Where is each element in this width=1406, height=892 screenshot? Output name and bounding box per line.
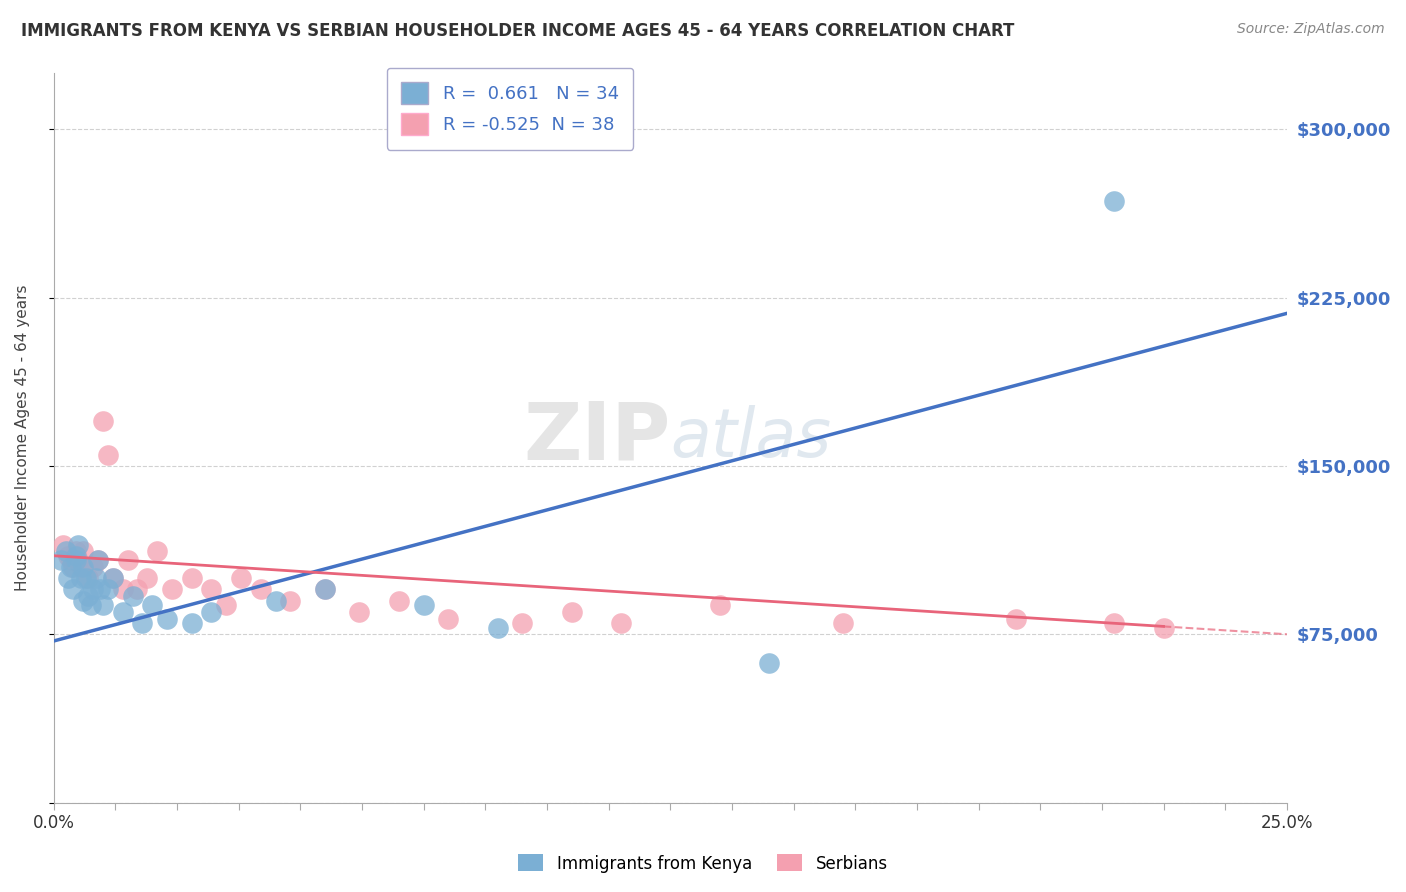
Point (91, 598, 114, 612)
Point (160, 582, 183, 597)
Point (72, 560, 94, 574)
Point (75, 571, 97, 585)
Point (412, 598, 434, 612)
Point (69, 560, 91, 574)
Text: IMMIGRANTS FROM KENYA VS SERBIAN HOUSEHOLDER INCOME AGES 45 - 64 YEARS CORRELATI: IMMIGRANTS FROM KENYA VS SERBIAN HOUSEHO… (21, 22, 1015, 40)
Point (52, 537, 75, 551)
Point (215, 598, 238, 612)
Point (314, 582, 336, 597)
Point (79, 598, 101, 612)
Point (229, 571, 252, 585)
Point (91, 414, 114, 428)
Point (1102, 194, 1125, 209)
Y-axis label: Householder Income Ages 45 - 64 years: Householder Income Ages 45 - 64 years (15, 285, 30, 591)
Point (510, 615, 533, 630)
Point (58, 571, 80, 585)
Text: ZIP: ZIP (523, 399, 671, 477)
Point (65, 553, 87, 567)
Point (1004, 611, 1026, 625)
Point (180, 571, 202, 585)
Point (141, 598, 163, 612)
Point (758, 657, 780, 671)
Point (69, 571, 91, 585)
Point (117, 553, 139, 567)
Point (349, 605, 371, 619)
Point (280, 593, 302, 607)
Point (136, 571, 159, 585)
Point (561, 605, 583, 619)
Point (87, 553, 110, 567)
Point (264, 593, 287, 607)
Point (72, 593, 94, 607)
Point (101, 571, 124, 585)
Point (486, 621, 509, 635)
Point (180, 615, 202, 630)
Point (101, 571, 124, 585)
Point (49, 553, 72, 567)
Point (65, 544, 87, 558)
Point (200, 582, 222, 597)
Point (84, 571, 107, 585)
Point (314, 582, 336, 597)
Point (97, 448, 120, 462)
Point (67, 537, 90, 551)
Point (77, 571, 100, 585)
Point (146, 544, 169, 558)
Point (65, 549, 87, 563)
Point (1102, 615, 1125, 630)
Point (72, 544, 94, 558)
Point (156, 611, 179, 625)
Point (200, 605, 222, 619)
Legend: R =  0.661   N = 34, R = -0.525  N = 38: R = 0.661 N = 34, R = -0.525 N = 38 (387, 68, 633, 150)
Point (111, 605, 134, 619)
Point (249, 582, 271, 597)
Point (58, 549, 80, 563)
Point (709, 598, 731, 612)
Point (121, 589, 143, 603)
Point (87, 553, 110, 567)
Point (388, 593, 411, 607)
Point (437, 611, 460, 625)
Point (59, 553, 82, 567)
Point (131, 615, 153, 630)
Point (67, 553, 90, 567)
Point (832, 615, 855, 630)
Point (62, 560, 84, 574)
Legend: Immigrants from Kenya, Serbians: Immigrants from Kenya, Serbians (512, 847, 894, 880)
Point (82, 560, 104, 574)
Point (97, 582, 120, 597)
Text: atlas: atlas (671, 405, 831, 471)
Point (55, 544, 77, 558)
Point (82, 582, 104, 597)
Point (77, 589, 100, 603)
Point (89, 582, 111, 597)
Point (59, 560, 82, 574)
Point (62, 582, 84, 597)
Text: Source: ZipAtlas.com: Source: ZipAtlas.com (1237, 22, 1385, 37)
Point (1153, 621, 1175, 635)
Point (610, 615, 633, 630)
Point (111, 582, 134, 597)
Point (127, 582, 149, 597)
